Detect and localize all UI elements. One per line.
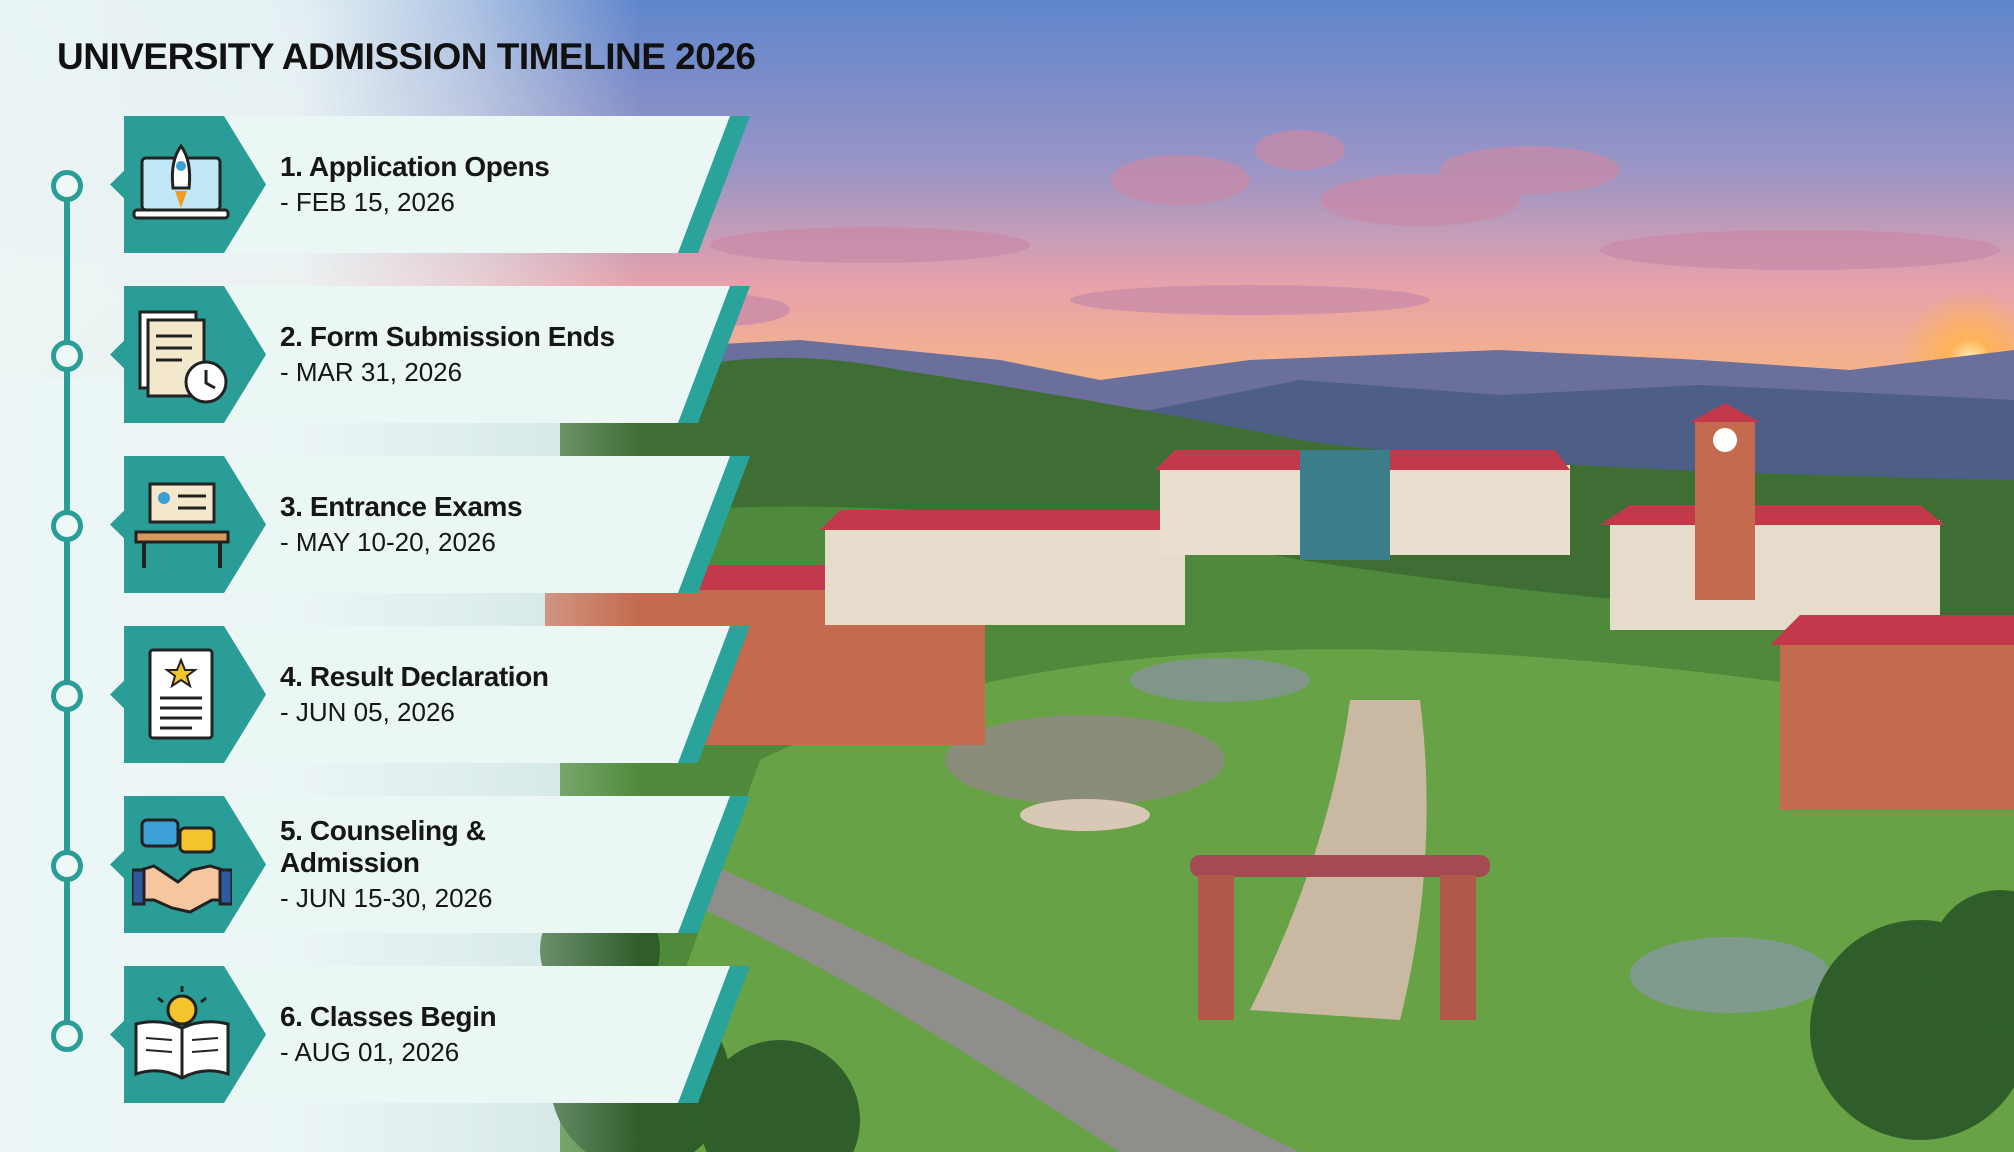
step-title: 1. Application Opens: [280, 151, 550, 182]
card-text: 4. Result Declaration - JUN 05, 2026: [280, 626, 620, 763]
icon: [134, 986, 230, 1080]
step-date: - AUG 01, 2026: [280, 1037, 460, 1067]
card-panel: [230, 456, 730, 593]
timeline-card: 5. Counseling & Admission - JUN 15-30, 20…: [110, 796, 640, 933]
icon: [132, 143, 230, 220]
card-panel: [230, 286, 730, 423]
timeline-card: 2. Form Submission Ends - MAR 31, 2026: [110, 286, 640, 423]
timeline-dot: [51, 680, 83, 712]
timeline-card: 1. Application Opens - FEB 15, 2026: [110, 116, 640, 253]
step-date: - FEB 15, 2026: [280, 187, 455, 217]
timeline-dot: [51, 340, 83, 372]
timeline-card: 4. Result Declaration - JUN 05, 2026: [110, 626, 640, 763]
timeline-card: 6. Classes Begin - AUG 01, 2026: [110, 966, 640, 1103]
card-text: 3. Entrance Exams - MAY 10-20, 2026: [280, 456, 620, 593]
step-title: 2. Form Submission Ends: [280, 321, 615, 352]
icon: [148, 648, 214, 740]
timeline-dot: [51, 850, 83, 882]
card-panel: [230, 626, 730, 763]
card-text: 1. Application Opens - FEB 15, 2026: [280, 116, 620, 253]
card-text: 5. Counseling & Admission - JUN 15-30, 20…: [280, 796, 620, 933]
step-title: 5. Counseling & Admission: [280, 815, 486, 878]
card-panel: [230, 966, 730, 1103]
icon: [132, 818, 232, 914]
card-text: 6. Classes Begin - AUG 01, 2026: [280, 966, 620, 1103]
timeline-dot: [51, 1020, 83, 1052]
step-title: 6. Classes Begin: [280, 1001, 497, 1032]
card-icon: [110, 286, 266, 423]
step-title: 4. Result Declaration: [280, 661, 549, 692]
step-date: - JUN 05, 2026: [280, 697, 455, 727]
title: UNIVERSITY ADMISSION TIMELINE 2026: [57, 36, 756, 77]
timeline-dot: [51, 170, 83, 202]
timeline-line: [64, 184, 70, 1036]
card-text: 2. Form Submission Ends - MAR 31, 2026: [280, 286, 620, 423]
timeline-card: 3. Entrance Exams - MAY 10-20, 2026: [110, 456, 640, 593]
step-date: - MAY 10-20, 2026: [280, 527, 496, 557]
step-title: 3. Entrance Exams: [280, 491, 523, 522]
card-panel: [230, 796, 730, 933]
step-date: - MAR 31, 2026: [280, 357, 463, 387]
icon: [138, 310, 228, 404]
icon: [134, 482, 230, 568]
timeline-dot: [51, 510, 83, 542]
step-date: - JUN 15-30, 2026: [280, 883, 493, 913]
card-panel: [230, 116, 730, 253]
